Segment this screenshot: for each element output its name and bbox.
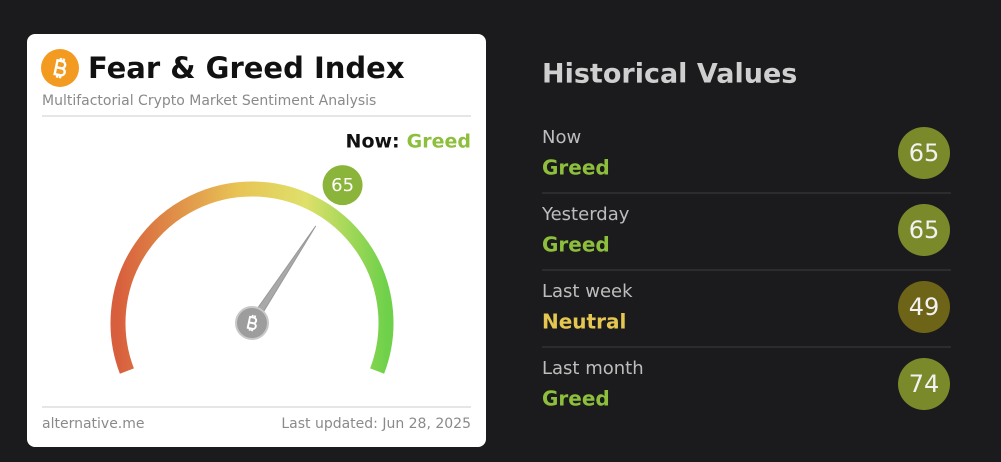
bitcoin-logo xyxy=(41,49,79,87)
pivot-logo-path xyxy=(246,314,258,332)
pivot-logo xyxy=(246,314,258,332)
history-value: 74 xyxy=(909,370,940,398)
history-badge xyxy=(898,127,950,179)
value-bubble xyxy=(322,165,363,206)
history-badge xyxy=(898,204,950,256)
history-title: Historical Values xyxy=(542,59,797,90)
card xyxy=(27,34,486,447)
gauge-arc xyxy=(110,181,394,374)
footer-updated: Last updated: Jun 28, 2025 xyxy=(281,416,471,432)
history-value: 65 xyxy=(909,139,940,167)
history-period: Yesterday xyxy=(541,204,630,225)
history-value: 49 xyxy=(909,293,940,321)
history-label: Greed xyxy=(542,387,610,411)
history-label: Neutral xyxy=(542,310,626,334)
history-period: Last week xyxy=(542,281,633,302)
card-subtitle: Multifactorial Crypto Market Sentiment A… xyxy=(42,93,376,109)
now-label: Greed xyxy=(407,131,471,153)
history-badge xyxy=(898,281,950,333)
now-prefix: Now: xyxy=(346,131,400,153)
history-value: 65 xyxy=(909,216,940,244)
footer-source: alternative.me xyxy=(42,416,145,432)
history-label: Greed xyxy=(542,156,610,180)
history-badge xyxy=(898,358,950,410)
history-period: Now xyxy=(542,127,581,148)
gauge: 65 xyxy=(235,165,363,340)
history-period: Last month xyxy=(542,358,644,379)
gauge-value: 65 xyxy=(331,175,354,196)
history-label: Greed xyxy=(542,233,610,257)
card-title: Fear & Greed Index xyxy=(88,51,405,85)
history-list: Now Greed 65 Yesterday Greed 65 Last week Neutr… xyxy=(541,127,951,411)
